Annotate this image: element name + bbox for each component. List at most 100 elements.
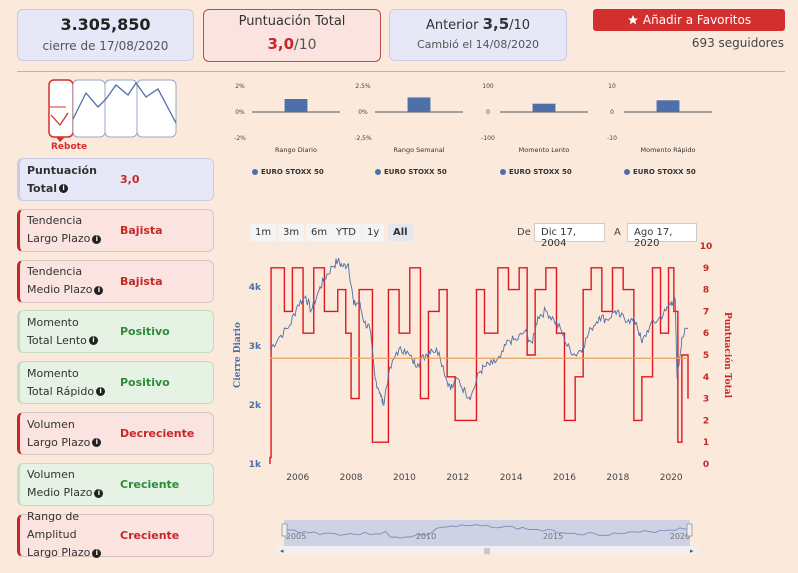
- signal-item[interactable]: Momento Total Rápido i Positivo: [17, 361, 214, 405]
- info-icon[interactable]: i: [92, 234, 102, 244]
- mini-bar[interactable]: [656, 100, 680, 112]
- mini-tick-label: 2%: [235, 83, 245, 90]
- signal-item[interactable]: Momento Total Lento i Positivo: [17, 310, 214, 354]
- range-button-all[interactable]: All: [388, 224, 413, 241]
- y2-tick-label: 5: [703, 351, 709, 361]
- signal-name-line2-text: Largo Plazo: [27, 435, 91, 449]
- signal-name-line2-text: Total Lento: [27, 333, 87, 347]
- mini-tick-label: 0%: [235, 109, 245, 116]
- range-button-6m[interactable]: 6m: [306, 224, 333, 241]
- navigator-handle-left[interactable]: [281, 523, 288, 537]
- y-tick-label: 4k: [249, 283, 262, 293]
- signal-item[interactable]: Tendencia Medio Plazo i Bajista: [17, 259, 214, 303]
- signal-value: Bajista: [120, 223, 163, 237]
- y2-tick-label: 2: [703, 416, 709, 426]
- info-icon[interactable]: i: [59, 184, 69, 193]
- range-button-3m[interactable]: 3m: [278, 224, 305, 241]
- signal-name-line2: Medio Plazo i: [27, 484, 120, 502]
- mini-tick-label: -2,5%: [355, 135, 372, 142]
- mini-chart: 2% 0% -2% Rango Diario EURO STOXX 50: [232, 82, 352, 182]
- legend-dot-icon: [624, 169, 630, 175]
- mini-tick-label: 0: [610, 109, 614, 116]
- legend-dot-icon: [500, 169, 506, 175]
- signal-name-line2-text: Largo Plazo: [27, 546, 91, 560]
- main-price-score-chart[interactable]: 1k 2k 3k 4k 0 1 2 3 4 5 6 7 8 9 10 2006 2008 2010 2012 2014…: [230, 240, 750, 486]
- mini-legend[interactable]: EURO STOXX 50: [375, 168, 447, 176]
- signal-name-line1: Momento: [27, 315, 79, 329]
- signal-name-line1: Volumen: [27, 417, 75, 431]
- navigator-series: [284, 524, 691, 539]
- x-tick-label: 2008: [340, 473, 363, 483]
- x-tick-label: 2006: [286, 473, 309, 483]
- score-series-line[interactable]: [269, 267, 689, 464]
- mini-chart: 100 0 -100 Momento Lento EURO STOXX 50: [480, 82, 600, 182]
- pattern-thumbnails[interactable]: [46, 79, 178, 149]
- signal-value: Creciente: [120, 477, 180, 491]
- signal-item[interactable]: Volumen Medio Plazo i Creciente: [17, 462, 214, 506]
- mini-chart: 2,5% 0% -2,5% Rango Semanal EURO STOXX 50: [354, 82, 475, 182]
- info-icon[interactable]: i: [92, 548, 102, 558]
- signal-name-line1: Rango de Amplitud: [27, 510, 80, 542]
- x-tick-label: 2018: [606, 473, 629, 483]
- info-icon[interactable]: i: [92, 438, 102, 447]
- scroll-left-icon[interactable]: ◂: [280, 547, 284, 555]
- signal-item[interactable]: Volumen Largo Plazo i Decreciente: [17, 412, 214, 455]
- y2-tick-label: 10: [700, 242, 713, 252]
- plot-area: 1k 2k 3k 4k 0 1 2 3 4 5 6 7 8 9 10 2006 2008 2010 2012 2014…: [233, 242, 733, 483]
- signal-item[interactable]: Puntuación Total i 3,0: [17, 158, 214, 201]
- date-from-input[interactable]: Dic 17, 2004: [534, 223, 605, 249]
- add-favorites-button[interactable]: Añadir a Favoritos: [593, 9, 785, 31]
- mini-bar[interactable]: [407, 97, 431, 112]
- x-tick-label: 2016: [553, 473, 576, 483]
- mini-bar[interactable]: [284, 99, 308, 112]
- scroll-grip-icon[interactable]: |||: [484, 548, 490, 555]
- info-icon[interactable]: i: [88, 336, 98, 346]
- range-navigator[interactable]: 2005 2010 2015 2020 ◂ ▸ |||: [276, 518, 698, 556]
- navigator-scrollbar[interactable]: [276, 546, 698, 554]
- signal-name-line2-text: Total: [27, 181, 58, 195]
- last-price: 3.305,850: [60, 15, 151, 34]
- range-button-1y[interactable]: 1y: [362, 224, 385, 241]
- mini-category-label: Momento Lento: [519, 146, 570, 154]
- signal-value: Bajista: [120, 274, 163, 288]
- range-button-1m[interactable]: 1m: [250, 224, 277, 241]
- y2-tick-label: 8: [703, 286, 709, 296]
- signal-value: Positivo: [120, 376, 170, 390]
- signal-name: Volumen Medio Plazo i: [20, 466, 120, 502]
- signal-name-line2: Largo Plazo i: [27, 230, 120, 248]
- date-to-label: A: [614, 227, 621, 238]
- x-tick-label: 2010: [393, 473, 416, 483]
- signal-item[interactable]: Rango de Amplitud Largo Plazo i Creciente: [17, 510, 214, 559]
- date-to-input[interactable]: Ago 17, 2020: [627, 223, 697, 249]
- info-icon[interactable]: i: [94, 285, 104, 295]
- signal-name: Puntuación Total i: [20, 162, 120, 198]
- mini-legend[interactable]: EURO STOXX 50: [624, 168, 696, 176]
- mini-legend[interactable]: EURO STOXX 50: [500, 168, 572, 176]
- info-icon[interactable]: i: [96, 387, 106, 397]
- mini-category-label: Momento Rápido: [640, 146, 695, 154]
- signal-item[interactable]: Tendencia Largo Plazo i Bajista: [17, 208, 214, 252]
- mini-legend[interactable]: EURO STOXX 50: [252, 168, 324, 176]
- mini-tick-label: 0%: [358, 109, 368, 116]
- navigator-handle-right[interactable]: [686, 523, 693, 537]
- x-tick-label: 2020: [660, 473, 683, 483]
- pattern-strip[interactable]: [46, 79, 178, 145]
- range-button-ytd[interactable]: YTD: [331, 224, 361, 241]
- navigator-tick-label: 2020: [670, 532, 690, 541]
- scroll-right-icon[interactable]: ▸: [690, 547, 694, 555]
- info-icon[interactable]: i: [94, 488, 104, 498]
- previous-score-card: Anterior 3,5/10 Cambió el 14/08/2020: [389, 9, 567, 61]
- signal-name-line2-text: Medio Plazo: [27, 486, 93, 500]
- y-axis-title: Cierre Diario: [233, 322, 243, 388]
- previous-score-value: 3,5: [482, 15, 510, 33]
- signal-value: Decreciente: [120, 427, 195, 440]
- signal-name-line1: Puntuación: [27, 163, 97, 177]
- mini-bar[interactable]: [532, 103, 556, 112]
- signal-name-line2: Total Rápido i: [27, 383, 120, 401]
- previous-score-suffix: /10: [509, 18, 531, 33]
- pattern-label: Rebote: [51, 142, 88, 152]
- signal-name: Tendencia Largo Plazo i: [20, 212, 120, 248]
- signal-name-line2: Largo Plazo i: [27, 544, 120, 562]
- navigator-tick-label: 2005: [286, 532, 306, 541]
- price-series-line[interactable]: [269, 257, 689, 406]
